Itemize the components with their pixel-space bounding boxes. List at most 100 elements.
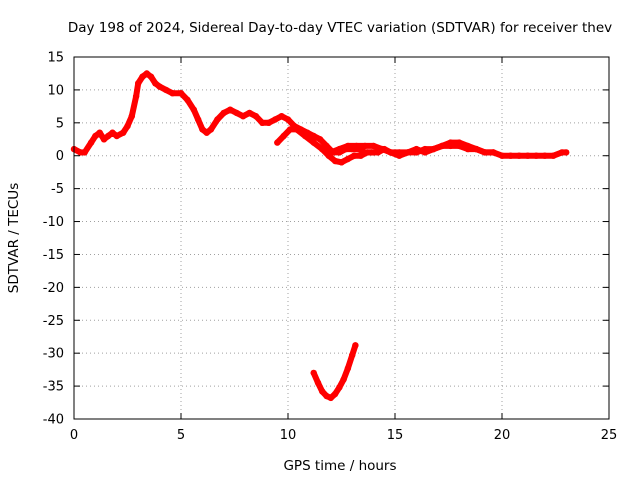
x-tick-label: 25 <box>601 428 618 443</box>
data-point <box>490 149 497 156</box>
data-point <box>447 139 454 146</box>
y-tick-label: 15 <box>47 51 64 66</box>
data-point <box>331 390 339 398</box>
y-tick-label: -30 <box>43 347 64 362</box>
data-point <box>284 116 292 123</box>
data-point <box>128 113 135 120</box>
y-tick-label: 10 <box>47 83 64 98</box>
data-point <box>336 384 343 391</box>
data-point <box>280 132 287 140</box>
data-point <box>563 149 570 156</box>
data-point <box>278 113 285 120</box>
data-point <box>379 145 386 153</box>
ticks <box>73 56 610 420</box>
data-point <box>370 149 377 156</box>
data-point <box>349 352 356 359</box>
data-point <box>396 152 403 159</box>
data-point <box>81 149 88 156</box>
y-axis-label: SDTVAR / TECUs <box>6 183 22 293</box>
data-point <box>177 90 185 97</box>
data-point <box>524 152 531 159</box>
data-point <box>162 86 170 94</box>
x-tick-label: 0 <box>70 428 78 443</box>
data-point <box>438 142 446 150</box>
data-point <box>319 388 326 395</box>
data-point <box>357 152 364 159</box>
data-point <box>265 119 272 127</box>
y-tick-label: -35 <box>43 380 64 395</box>
data-point <box>190 106 197 113</box>
y-tick-label: -25 <box>43 314 64 329</box>
data-point <box>507 152 514 159</box>
data-point <box>473 145 480 153</box>
data-point <box>124 122 131 130</box>
data-point <box>239 113 247 120</box>
data-point <box>194 116 202 123</box>
x-tick-label: 15 <box>387 428 404 443</box>
tick-labels: 0 5 10 15 20 25 15 10 5 0 -5 -10 -15 -20 -25 -30 -35 -40 <box>43 51 618 444</box>
data-point <box>464 142 471 150</box>
y-tick-label: -10 <box>43 215 64 230</box>
data-point <box>96 129 103 136</box>
data-point <box>120 129 127 136</box>
data-point <box>310 369 317 377</box>
data-point <box>325 152 332 159</box>
data-point <box>301 132 309 140</box>
x-tick-label: 20 <box>494 428 511 443</box>
data-point <box>316 136 324 143</box>
data-point <box>344 142 352 150</box>
data-point <box>338 159 345 166</box>
data-point <box>184 96 191 104</box>
data-point <box>252 113 260 120</box>
data-point <box>220 109 227 117</box>
data-point <box>87 139 95 146</box>
data-point <box>227 106 234 113</box>
data-point <box>404 149 411 156</box>
data-point <box>147 73 155 80</box>
y-tick-label: 5 <box>56 116 64 131</box>
data-point <box>351 152 358 159</box>
x-tick-label: 10 <box>280 428 297 443</box>
data-point <box>481 149 489 156</box>
data-point <box>113 132 121 140</box>
x-axis-label: GPS time / hours <box>283 458 396 474</box>
y-tick-label: 0 <box>56 149 64 164</box>
y-tick-label: -15 <box>43 248 64 263</box>
data-point <box>331 157 339 165</box>
data-point <box>286 126 294 133</box>
data-point <box>344 155 352 163</box>
data-point <box>132 93 140 100</box>
data-point <box>274 139 281 146</box>
data-point <box>135 80 142 87</box>
data-point <box>498 152 506 159</box>
data-point <box>353 142 360 150</box>
data-point <box>370 142 377 150</box>
data-point <box>550 152 557 159</box>
data-point <box>314 379 322 386</box>
data-point <box>421 149 429 156</box>
data-point <box>533 152 540 159</box>
data-point <box>413 145 420 153</box>
data-point <box>246 109 253 117</box>
data-point <box>233 109 240 117</box>
data-point <box>387 149 394 156</box>
y-tick-label: -20 <box>43 281 64 296</box>
data-point <box>430 145 437 153</box>
data-point <box>361 142 369 150</box>
data-point <box>352 342 359 349</box>
plot-frame <box>73 56 610 420</box>
data-point <box>319 145 326 153</box>
data-point <box>515 152 523 159</box>
series-layer <box>70 70 570 402</box>
data-point <box>214 116 221 123</box>
y-tick-label: -40 <box>43 413 64 428</box>
y-tick-label: -5 <box>51 182 64 197</box>
data-point <box>293 126 300 133</box>
data-point <box>541 152 548 159</box>
data-point <box>156 83 163 90</box>
data-point <box>344 365 352 372</box>
x-tick-label: 5 <box>177 428 185 443</box>
data-point <box>456 139 463 146</box>
data-point <box>169 90 176 97</box>
